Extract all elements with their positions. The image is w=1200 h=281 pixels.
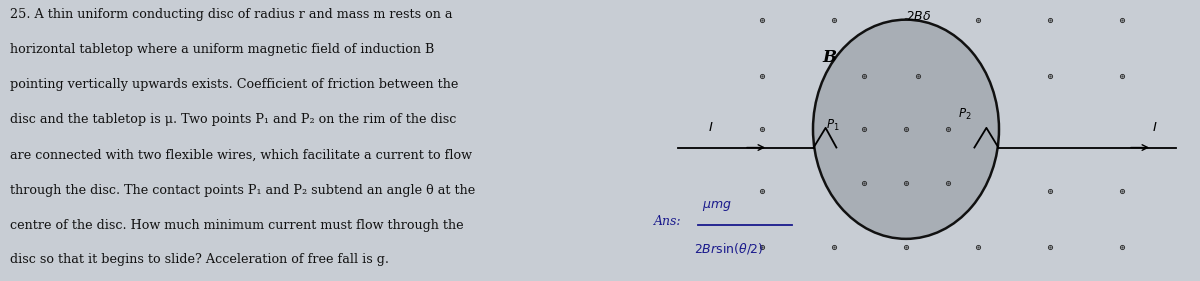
Text: $2Br\sin(\theta/2)$: $2Br\sin(\theta/2)$: [694, 241, 763, 256]
Ellipse shape: [814, 20, 998, 239]
Text: $I$: $I$: [1152, 121, 1158, 134]
Text: Ans:: Ans:: [654, 215, 682, 228]
Text: $\mu mg$: $\mu mg$: [702, 199, 732, 213]
Text: horizontal tabletop where a uniform magnetic field of induction B: horizontal tabletop where a uniform magn…: [10, 43, 434, 56]
Text: disc and the tabletop is μ. Two points P₁ and P₂ on the rim of the disc: disc and the tabletop is μ. Two points P…: [10, 114, 456, 126]
Text: 25. A thin uniform conducting disc of radius r and mass m rests on a: 25. A thin uniform conducting disc of ra…: [10, 8, 452, 21]
Text: $I$: $I$: [708, 121, 714, 134]
Text: are connected with two flexible wires, which facilitate a current to flow: are connected with two flexible wires, w…: [10, 149, 472, 162]
Text: pointing vertically upwards exists. Coefficient of friction between the: pointing vertically upwards exists. Coef…: [10, 78, 458, 91]
Text: $P_2$: $P_2$: [958, 107, 971, 122]
Text: $P_1$: $P_1$: [826, 118, 839, 133]
Text: disc so that it begins to slide? Acceleration of free fall is g.: disc so that it begins to slide? Acceler…: [10, 253, 389, 266]
Text: centre of the disc. How much minimum current must flow through the: centre of the disc. How much minimum cur…: [10, 219, 463, 232]
Text: B: B: [822, 49, 836, 66]
Text: through the disc. The contact points P₁ and P₂ subtend an angle θ at the: through the disc. The contact points P₁ …: [10, 184, 475, 197]
Text: $2B\delta$: $2B\delta$: [906, 10, 931, 23]
